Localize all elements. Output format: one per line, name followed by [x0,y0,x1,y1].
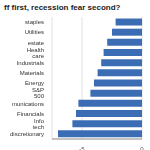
svg-text:staples: staples [25,19,44,25]
html-text:ff first, recession fear secon: ff first, recession fear second? [4,3,121,12]
svg-text:Energy: Energy [25,80,44,86]
svg-text:Industrials: Industrials [17,60,44,66]
svg-text:Financials: Financials [17,111,44,117]
svg-text:discretionary: discretionary [10,131,44,137]
svg-text:Infotech: Infotech [33,118,45,130]
svg-text:-5: -5 [79,146,85,150]
svg-text:estate: estate [28,40,45,46]
svg-text:0: 0 [140,146,142,150]
svg-text:Healthcare: Healthcare [27,47,45,59]
svg-text:Utilities: Utilities [25,29,44,35]
svg-text:munications: munications [12,101,44,107]
svg-text:Materials: Materials [20,70,44,76]
svg-text:S&P500: S&P500 [32,87,45,99]
